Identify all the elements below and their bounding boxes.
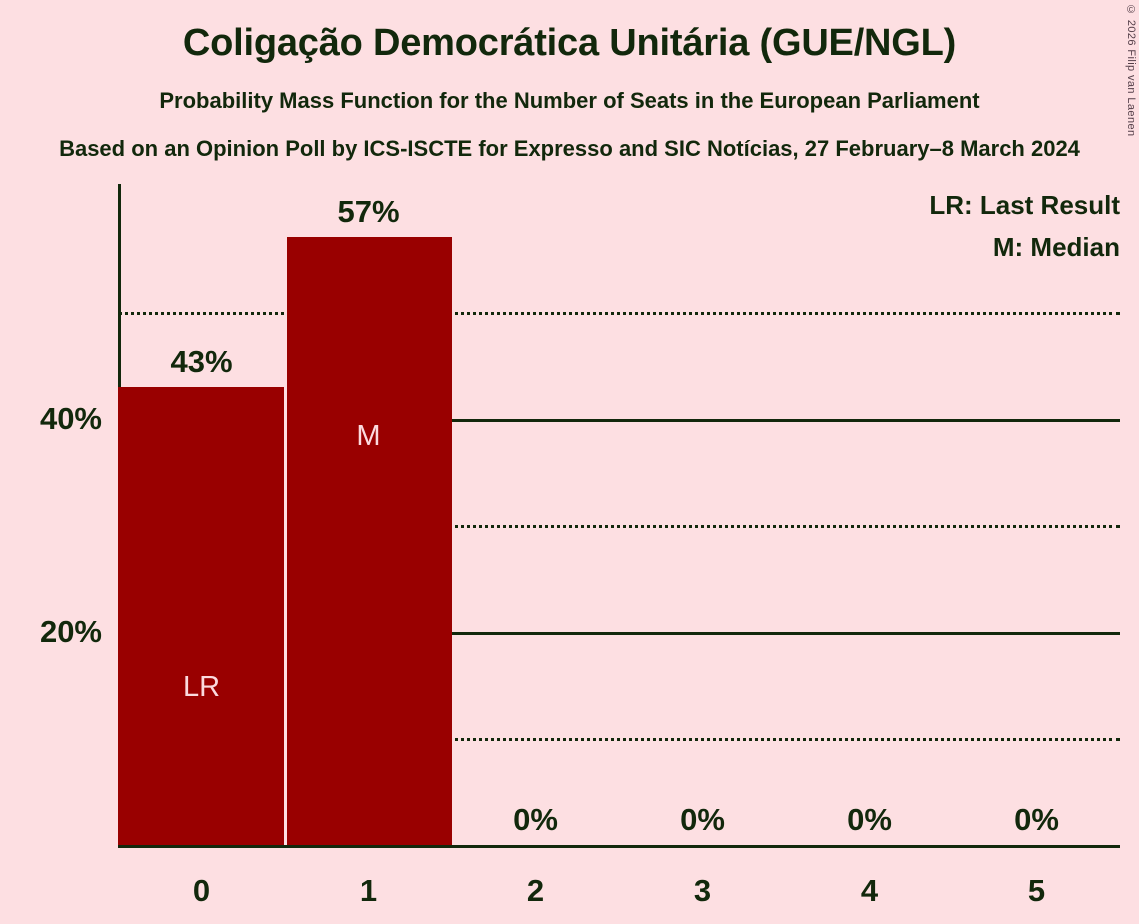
legend-item-last-result: LR: Last Result — [929, 190, 1120, 220]
value-label-1: 57% — [337, 194, 400, 230]
plot-area: LR M — [118, 184, 1120, 845]
bar-separator — [284, 237, 287, 845]
y-tick-label-40: 40% — [39, 400, 102, 436]
value-label-3: 0% — [680, 802, 725, 837]
x-tick-label-3: 3 — [693, 873, 712, 908]
bar-marker-lr: LR — [182, 670, 221, 703]
gridline-30 — [118, 525, 1120, 529]
y-tick-label-20: 20% — [39, 613, 102, 649]
value-label-5: 0% — [1014, 802, 1059, 837]
bar-marker-m: M — [356, 419, 381, 452]
x-tick-label-5: 5 — [1027, 873, 1046, 908]
x-tick-label-1: 1 — [359, 873, 378, 908]
gridline-10 — [118, 738, 1120, 742]
bar-0 — [118, 386, 285, 845]
bar-1 — [285, 237, 452, 845]
copyright-notice: © 2026 Filip van Laenen — [1125, 4, 1137, 137]
gridline-20 — [118, 631, 1120, 635]
gridline-40 — [118, 418, 1120, 422]
value-label-4: 0% — [847, 802, 892, 837]
x-tick-label-0: 0 — [192, 873, 211, 908]
x-tick-label-2: 2 — [526, 873, 545, 908]
value-label-0: 43% — [170, 343, 233, 379]
chart-source-note: Based on an Opinion Poll by ICS-ISCTE fo… — [59, 136, 1080, 161]
value-label-2: 0% — [513, 802, 558, 837]
gridline-50 — [118, 311, 1120, 315]
chart-subtitle: Probability Mass Function for the Number… — [159, 88, 980, 113]
x-axis-line — [118, 845, 1120, 848]
x-tick-label-4: 4 — [860, 873, 879, 908]
page-title: Coligação Democrática Unitária (GUE/NGL) — [182, 22, 957, 64]
chart-legend: LR: Last Result M: Median — [929, 184, 1120, 268]
legend-item-median: M: Median — [992, 232, 1120, 262]
